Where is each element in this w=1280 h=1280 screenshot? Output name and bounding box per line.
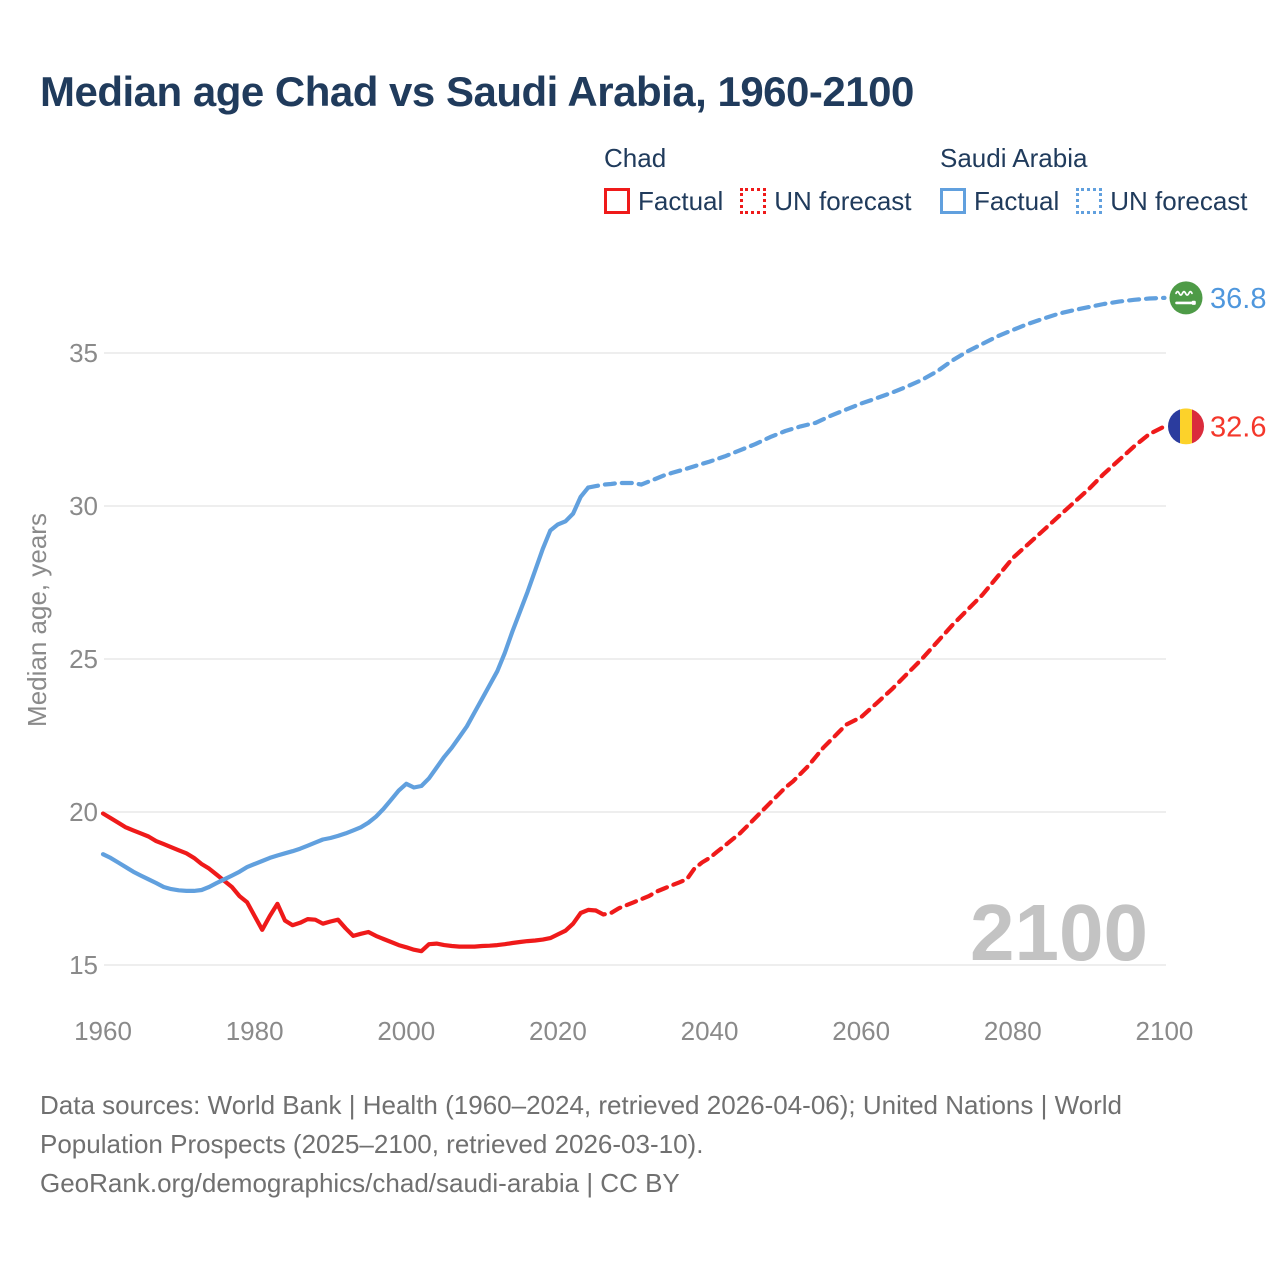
legend-group-saudi-arabia: Saudi Arabia Factual UN forecast bbox=[940, 143, 1248, 216]
legend-item-label: UN forecast bbox=[1110, 185, 1248, 216]
y-tick-label-15: 15 bbox=[69, 950, 98, 980]
watermark-year: 2100 bbox=[970, 888, 1148, 977]
x-tick-label-2100: 2100 bbox=[1136, 1016, 1194, 1046]
saudi-arabia-end-value-label: 36.8 bbox=[1210, 283, 1266, 315]
attribution-line: GeoRank.org/demographics/chad/saudi-arab… bbox=[40, 1168, 680, 1198]
source-line: Data sources: World Bank | Health (1960–… bbox=[40, 1090, 1123, 1120]
y-axis-title: Median age, years bbox=[22, 513, 52, 727]
x-tick-label-2040: 2040 bbox=[681, 1016, 739, 1046]
series-saudi-forecast bbox=[586, 295, 1167, 490]
chad-factual-swatch-icon bbox=[604, 188, 630, 214]
x-tick-label-1980: 1980 bbox=[226, 1016, 284, 1046]
legend-row: Factual UN forecast bbox=[604, 185, 912, 216]
x-tick-label-2060: 2060 bbox=[832, 1016, 890, 1046]
y-tick-label-35: 35 bbox=[69, 338, 98, 368]
series-chad-factual bbox=[100, 811, 598, 954]
saudi-arabia-flag-icon bbox=[1169, 281, 1203, 315]
legend-group-title: Chad bbox=[604, 143, 667, 173]
legend-row: Factual UN forecast bbox=[940, 185, 1248, 216]
legend-item-label: Factual bbox=[974, 185, 1060, 216]
legend-item-label: Factual bbox=[638, 185, 724, 216]
saudi-forecast-swatch-icon bbox=[1076, 188, 1103, 214]
legend-item-label: UN forecast bbox=[774, 185, 912, 216]
source-line: Population Prospects (2025–2100, retriev… bbox=[40, 1129, 704, 1159]
page-title: Median age Chad vs Saudi Arabia, 1960-21… bbox=[40, 68, 914, 115]
series-chad-forecast bbox=[593, 424, 1167, 917]
chad-end-value-label: 32.6 bbox=[1210, 411, 1266, 443]
x-tick-label-2000: 2000 bbox=[377, 1016, 435, 1046]
y-tick-label-25: 25 bbox=[69, 644, 98, 674]
legend-group-chad: Chad Factual UN forecast bbox=[604, 143, 912, 216]
y-tick-label-30: 30 bbox=[69, 491, 98, 521]
chad-forecast-swatch-icon bbox=[740, 188, 767, 214]
x-tick-label-1960: 1960 bbox=[74, 1016, 132, 1046]
saudi-factual-swatch-icon bbox=[940, 188, 966, 214]
y-tick-label-20: 20 bbox=[69, 797, 98, 827]
x-tick-label-2020: 2020 bbox=[529, 1016, 587, 1046]
x-tick-label-2080: 2080 bbox=[984, 1016, 1042, 1046]
chad-flag-icon bbox=[1168, 408, 1204, 445]
data-sources-note: Data sources: World Bank | Health (1960–… bbox=[40, 1086, 1200, 1203]
legend-group-title: Saudi Arabia bbox=[940, 143, 1088, 173]
series-saudi-factual bbox=[100, 485, 591, 893]
